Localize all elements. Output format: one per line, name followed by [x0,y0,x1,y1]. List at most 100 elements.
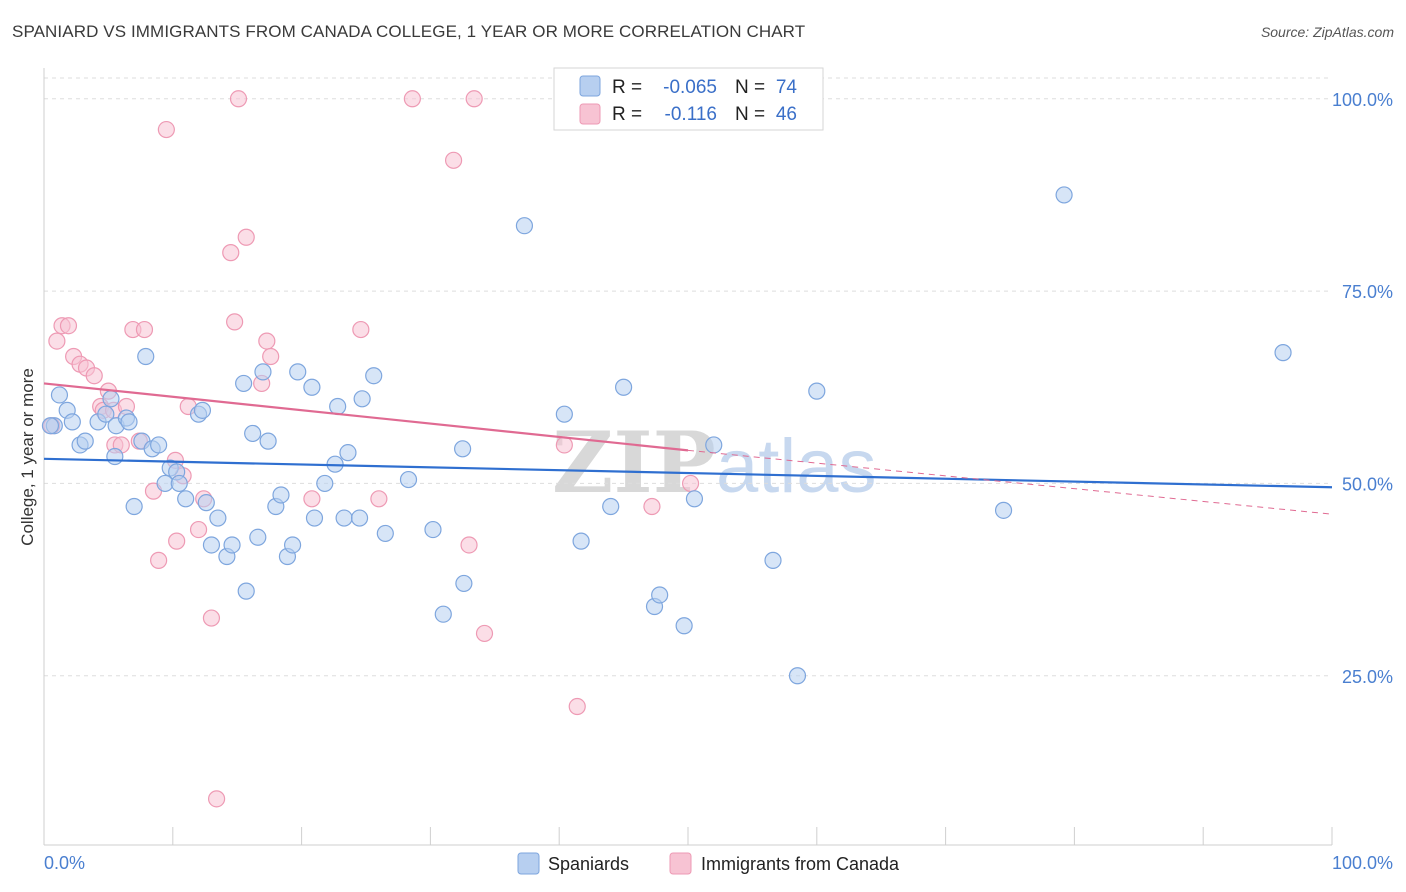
point-immigrants-19 [150,551,168,569]
point-immigrants-30 [226,313,244,331]
gridlines [44,77,1332,677]
point-immigrants-46 [643,497,661,516]
point-spaniards-61 [614,378,633,396]
y-axis-title: College, 1 year or more [18,368,37,546]
point-spaniards-67 [764,551,782,569]
source-credit: Source: ZipAtlas.com [1260,24,1394,40]
point-spaniards-64 [675,617,693,635]
x-tick-label-min: 0.0% [44,853,85,873]
legend-r-label-1: R = [612,77,642,98]
point-immigrants-29 [222,244,240,262]
point-spaniards-53 [424,520,442,539]
point-immigrants-17 [135,320,154,339]
point-spaniards-8 [102,390,120,408]
point-spaniards-21 [170,474,188,493]
point-immigrants-22 [168,532,186,550]
legend-swatch-immigrants [579,103,601,125]
point-immigrants-7 [85,367,103,385]
point-spaniards-45 [329,397,347,416]
point-immigrants-32 [237,228,255,246]
point-spaniards-7 [97,405,115,423]
point-spaniards-72 [1274,344,1292,362]
point-spaniards-57 [515,217,534,235]
trend-line-immigrants-extension [687,449,1333,515]
x-axis-ticks [43,827,1333,845]
legend-n-label-2: N = [735,104,765,125]
point-immigrants-39 [403,90,421,108]
legend-n-value-2: 46 [776,104,797,125]
point-immigrants-38 [370,490,388,508]
point-spaniards-24 [193,401,212,419]
point-spaniards-48 [350,509,369,527]
y-tick-label-50: 50.0% [1342,474,1393,494]
point-spaniards-35 [259,432,277,450]
point-spaniards-34 [254,363,272,381]
point-spaniards-5 [76,432,94,450]
point-spaniards-47 [339,444,357,462]
point-spaniards-39 [283,536,302,554]
point-immigrants-31 [229,90,248,108]
point-spaniards-31 [237,582,255,600]
point-immigrants-28 [207,790,226,808]
point-immigrants-1 [48,332,66,350]
point-spaniards-29 [223,536,241,554]
point-spaniards-30 [235,374,253,393]
point-immigrants-43 [475,624,494,643]
point-spaniards-54 [434,605,452,623]
watermark-atlas: atlas [716,424,877,509]
point-spaniards-27 [202,536,221,554]
point-spaniards-73 [41,417,60,435]
point-spaniards-22 [177,490,195,508]
point-immigrants-25 [189,520,208,539]
point-spaniards-17 [150,436,168,454]
point-spaniards-46 [335,509,353,527]
point-spaniards-70 [994,501,1013,519]
correlation-legend: R = -0.065 N = 74 R = -0.116 N = 46 [553,67,824,131]
trend-line-immigrants [43,382,689,452]
point-spaniards-60 [602,497,620,516]
bottom-legend-swatch-spaniards [517,852,540,875]
legend-r-value-1: -0.065 [663,77,717,98]
point-spaniards-12 [120,413,138,431]
data-points [41,90,1292,808]
watermark: ZIP atlas [552,413,877,512]
point-spaniards-3 [63,413,81,431]
point-spaniards-49 [353,390,371,408]
point-immigrants-42 [465,90,483,108]
legend-r-value-2: -0.116 [665,104,717,125]
bottom-legend-label-spaniards: Spaniards [548,854,629,874]
point-spaniards-33 [249,528,267,546]
trend-line-spaniards [43,457,1333,489]
point-spaniards-58 [555,405,573,423]
chart-title: SPANIARD VS IMMIGRANTS FROM CANADA COLLE… [12,22,806,41]
point-spaniards-42 [305,509,324,527]
point-spaniards-13 [125,497,143,516]
legend-r-label-2: R = [612,104,642,125]
point-spaniards-52 [399,470,418,489]
y-tick-label-75: 75.0% [1342,282,1393,302]
point-spaniards-59 [572,532,590,550]
point-spaniards-15 [137,347,155,366]
bottom-legend-swatch-immigrants [669,852,692,875]
point-immigrants-40 [444,151,463,169]
bottom-legend-label-immigrants: Immigrants from Canada [701,854,900,874]
point-immigrants-34 [258,332,276,350]
point-spaniards-71 [1055,186,1073,204]
point-spaniards-55 [454,440,472,458]
trend-lines [43,382,1333,515]
point-spaniards-40 [289,363,307,381]
point-spaniards-10 [106,447,124,466]
legend-n-label-1: N = [735,77,765,98]
point-spaniards-26 [209,509,227,527]
point-spaniards-69 [808,382,826,400]
point-immigrants-44 [555,436,573,454]
series-legend: Spaniards Immigrants from Canada [517,852,900,875]
point-spaniards-41 [303,378,321,396]
point-spaniards-37 [272,486,290,504]
point-immigrants-35 [262,347,280,366]
point-immigrants-36 [303,490,321,508]
point-spaniards-43 [316,474,334,493]
point-spaniards-25 [197,494,215,512]
point-spaniards-65 [685,490,704,508]
x-tick-label-max: 100.0% [1332,853,1393,873]
